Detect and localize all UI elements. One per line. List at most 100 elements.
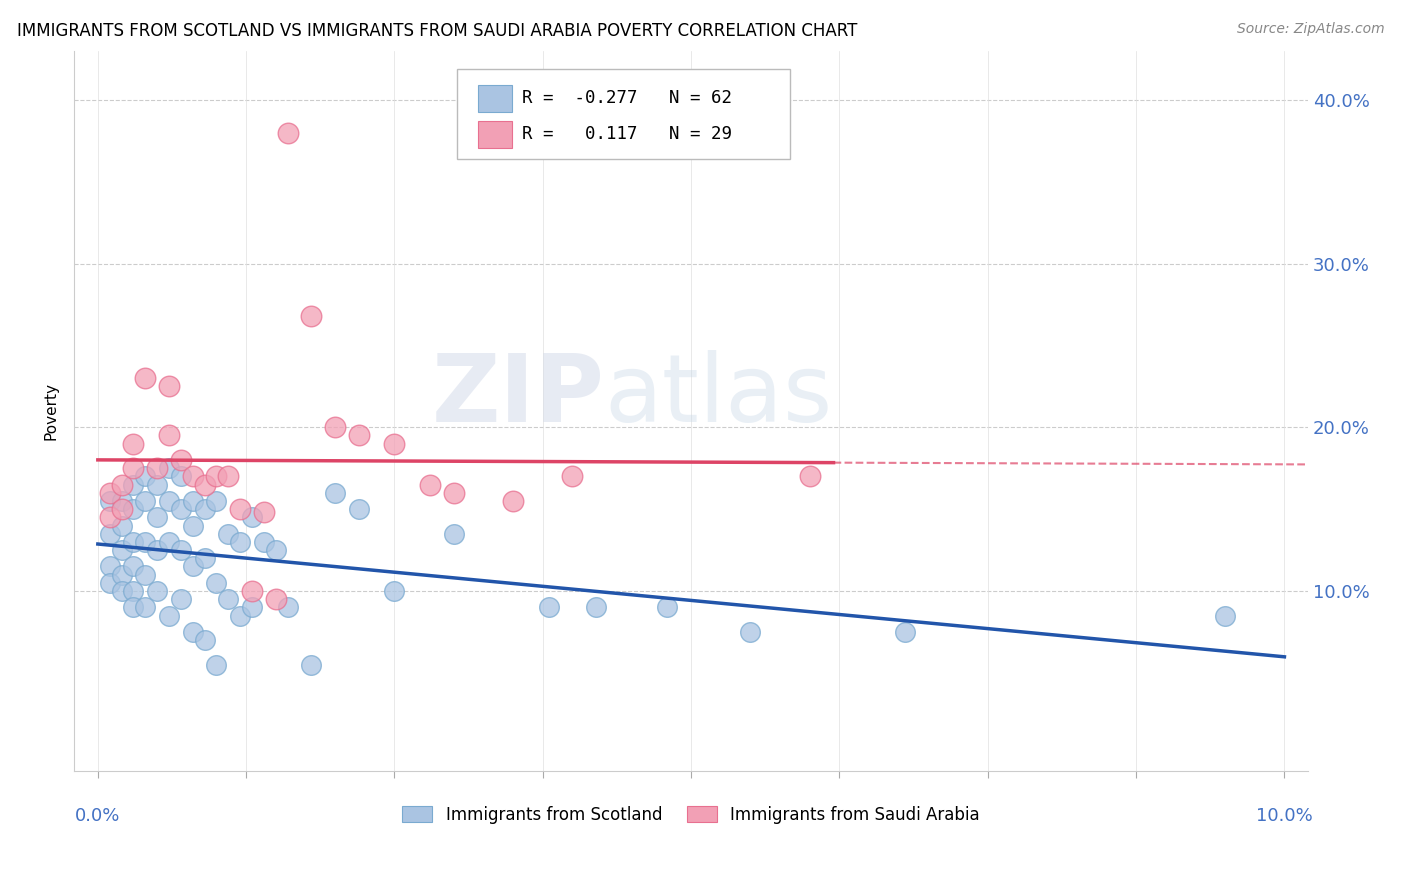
Point	[181, 559, 204, 574]
Point	[157, 461, 180, 475]
Point	[229, 535, 252, 549]
Point	[1213, 608, 1236, 623]
Point	[205, 494, 228, 508]
Point	[157, 608, 180, 623]
Point	[194, 477, 217, 491]
Point	[740, 624, 762, 639]
Point	[205, 469, 228, 483]
Point	[146, 461, 169, 475]
Point	[157, 428, 180, 442]
Point	[110, 584, 132, 599]
Point	[134, 535, 156, 549]
Point	[110, 543, 132, 558]
Point	[240, 510, 263, 524]
Point	[98, 575, 121, 590]
Point	[799, 469, 821, 483]
Point	[170, 453, 193, 467]
Point	[194, 551, 217, 566]
Point	[157, 379, 180, 393]
Point	[217, 469, 239, 483]
Point	[157, 535, 180, 549]
Point	[170, 543, 193, 558]
Point	[443, 485, 465, 500]
Point	[110, 502, 132, 516]
Point	[98, 485, 121, 500]
Point	[347, 502, 370, 516]
Point	[122, 535, 145, 549]
Point	[134, 371, 156, 385]
Point	[657, 600, 679, 615]
Point	[299, 309, 322, 323]
Text: R =  -0.277   N = 62: R = -0.277 N = 62	[522, 89, 733, 107]
Point	[134, 600, 156, 615]
Point	[146, 510, 169, 524]
Point	[585, 600, 607, 615]
Point	[323, 420, 346, 434]
Text: 10.0%: 10.0%	[1256, 807, 1313, 825]
Point	[205, 575, 228, 590]
Legend: Immigrants from Scotland, Immigrants from Saudi Arabia: Immigrants from Scotland, Immigrants fro…	[402, 806, 980, 824]
Point	[134, 567, 156, 582]
FancyBboxPatch shape	[478, 120, 512, 148]
Point	[277, 126, 299, 140]
Text: atlas: atlas	[605, 351, 832, 442]
Text: ZIP: ZIP	[432, 351, 605, 442]
Point	[134, 469, 156, 483]
Point	[122, 477, 145, 491]
Point	[146, 477, 169, 491]
Point	[134, 494, 156, 508]
Point	[229, 502, 252, 516]
Point	[146, 584, 169, 599]
Point	[205, 657, 228, 672]
Text: Source: ZipAtlas.com: Source: ZipAtlas.com	[1237, 22, 1385, 37]
Point	[253, 535, 276, 549]
Point	[277, 600, 299, 615]
Text: 0.0%: 0.0%	[75, 807, 121, 825]
Point	[194, 502, 217, 516]
Point	[170, 469, 193, 483]
Point	[229, 608, 252, 623]
Point	[384, 436, 406, 450]
Point	[419, 477, 441, 491]
Point	[240, 600, 263, 615]
FancyBboxPatch shape	[457, 69, 790, 159]
Point	[98, 510, 121, 524]
Point	[264, 592, 287, 607]
Point	[217, 526, 239, 541]
Point	[122, 436, 145, 450]
Point	[170, 502, 193, 516]
Point	[181, 624, 204, 639]
Point	[253, 505, 276, 519]
Point	[561, 469, 583, 483]
Point	[347, 428, 370, 442]
Point	[146, 543, 169, 558]
Point	[502, 494, 524, 508]
Point	[110, 477, 132, 491]
Point	[194, 633, 217, 648]
Point	[110, 494, 132, 508]
Point	[299, 657, 322, 672]
FancyBboxPatch shape	[478, 85, 512, 112]
Point	[98, 494, 121, 508]
Point	[537, 600, 560, 615]
Point	[122, 600, 145, 615]
Point	[384, 584, 406, 599]
Text: IMMIGRANTS FROM SCOTLAND VS IMMIGRANTS FROM SAUDI ARABIA POVERTY CORRELATION CHA: IMMIGRANTS FROM SCOTLAND VS IMMIGRANTS F…	[17, 22, 858, 40]
Point	[157, 494, 180, 508]
Point	[181, 518, 204, 533]
Point	[323, 485, 346, 500]
Point	[110, 518, 132, 533]
Y-axis label: Poverty: Poverty	[44, 382, 58, 440]
Point	[122, 584, 145, 599]
Point	[443, 526, 465, 541]
Point	[122, 461, 145, 475]
Point	[240, 584, 263, 599]
Point	[217, 592, 239, 607]
Point	[181, 469, 204, 483]
Point	[264, 543, 287, 558]
Point	[98, 559, 121, 574]
Text: R =   0.117   N = 29: R = 0.117 N = 29	[522, 125, 733, 144]
Point	[122, 502, 145, 516]
Point	[98, 526, 121, 541]
Point	[110, 567, 132, 582]
